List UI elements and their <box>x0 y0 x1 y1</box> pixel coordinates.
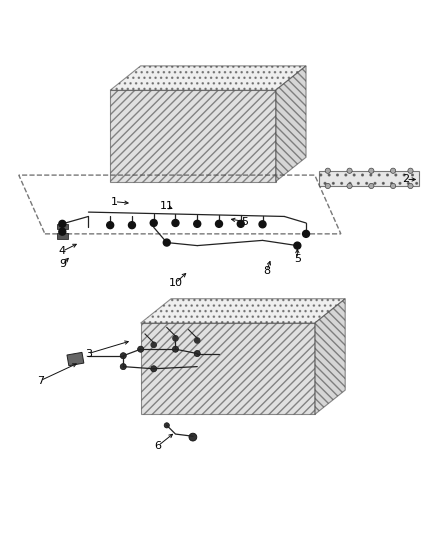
Circle shape <box>151 342 156 348</box>
Circle shape <box>189 433 197 441</box>
Circle shape <box>325 183 330 189</box>
Circle shape <box>325 168 330 173</box>
Circle shape <box>173 346 179 352</box>
Text: 2: 2 <box>403 174 410 184</box>
Circle shape <box>120 353 126 359</box>
Text: 5: 5 <box>294 254 301 264</box>
Circle shape <box>347 168 352 173</box>
Text: 7: 7 <box>37 376 44 385</box>
Polygon shape <box>319 171 419 186</box>
Polygon shape <box>276 66 306 182</box>
Text: 6: 6 <box>155 441 162 451</box>
Circle shape <box>194 338 200 343</box>
Polygon shape <box>110 90 276 182</box>
Circle shape <box>408 183 413 189</box>
Circle shape <box>107 222 114 229</box>
Bar <box>67 352 84 366</box>
Circle shape <box>259 221 266 228</box>
Text: 11: 11 <box>160 201 174 212</box>
Circle shape <box>215 220 223 228</box>
Text: 3: 3 <box>85 349 92 359</box>
Circle shape <box>150 220 157 227</box>
Circle shape <box>59 220 66 228</box>
Circle shape <box>391 183 396 189</box>
Circle shape <box>173 336 178 341</box>
Text: 9: 9 <box>59 260 66 269</box>
Circle shape <box>408 168 413 173</box>
Circle shape <box>128 222 135 229</box>
Circle shape <box>194 351 200 357</box>
Circle shape <box>59 228 66 235</box>
Text: 4: 4 <box>59 246 66 256</box>
Text: 10: 10 <box>169 278 183 288</box>
Polygon shape <box>141 323 315 415</box>
Text: 5: 5 <box>242 217 249 227</box>
Polygon shape <box>110 66 306 90</box>
Circle shape <box>294 242 301 249</box>
Bar <box>57 224 67 229</box>
Circle shape <box>138 346 144 352</box>
Circle shape <box>347 183 352 189</box>
Circle shape <box>391 168 396 173</box>
Circle shape <box>237 220 244 228</box>
Circle shape <box>163 239 170 246</box>
Circle shape <box>151 366 157 372</box>
Circle shape <box>164 423 170 428</box>
Circle shape <box>369 168 374 173</box>
Text: 8: 8 <box>263 266 270 276</box>
Text: 1: 1 <box>111 197 118 207</box>
Circle shape <box>172 220 179 227</box>
Bar <box>57 233 67 239</box>
Polygon shape <box>141 298 345 323</box>
Circle shape <box>194 220 201 228</box>
Circle shape <box>303 230 310 237</box>
Polygon shape <box>315 298 345 415</box>
Circle shape <box>120 364 126 370</box>
Circle shape <box>369 183 374 189</box>
